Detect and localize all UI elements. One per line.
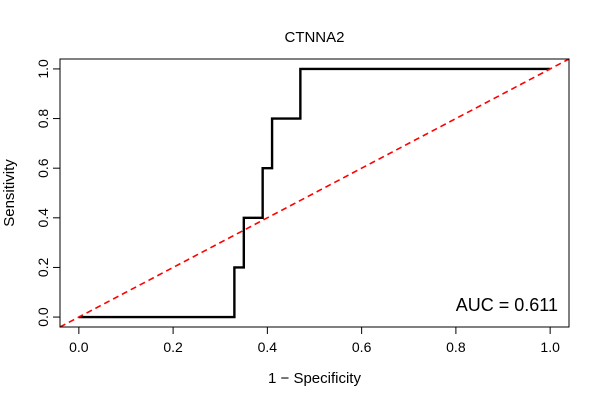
y-tick-label: 0.4	[35, 208, 51, 228]
x-axis-label: 1 − Specificity	[268, 370, 361, 387]
reference-diagonal-line	[59, 58, 570, 328]
x-tick-label: 0.8	[446, 339, 466, 355]
x-tick-label: 0.4	[258, 339, 278, 355]
y-tick-label: 0.2	[35, 258, 51, 278]
x-tick-label: 0.2	[163, 339, 183, 355]
y-tick-label: 0.0	[35, 307, 51, 327]
y-tick-label: 0.8	[35, 109, 51, 129]
plot-frame	[59, 58, 570, 328]
series-layer	[59, 58, 570, 328]
auc-annotation: AUC = 0.611	[456, 295, 558, 315]
chart-title: CTNNA2	[284, 29, 344, 46]
y-tick-label: 0.6	[35, 158, 51, 178]
y-axis-label: Sensitivity	[1, 159, 18, 227]
x-tick-label: 1.0	[540, 339, 560, 355]
roc-curve-line	[78, 67, 551, 319]
y-axis: 0.0 0.2 0.4 0.6 0.8 1.0	[35, 59, 61, 327]
x-tick-label: 0.6	[352, 339, 372, 355]
x-tick-label: 0.0	[69, 339, 89, 355]
y-tick-label: 1.0	[35, 59, 51, 79]
x-axis: 0.0 0.2 0.4 0.6 0.8 1.0	[69, 326, 560, 355]
